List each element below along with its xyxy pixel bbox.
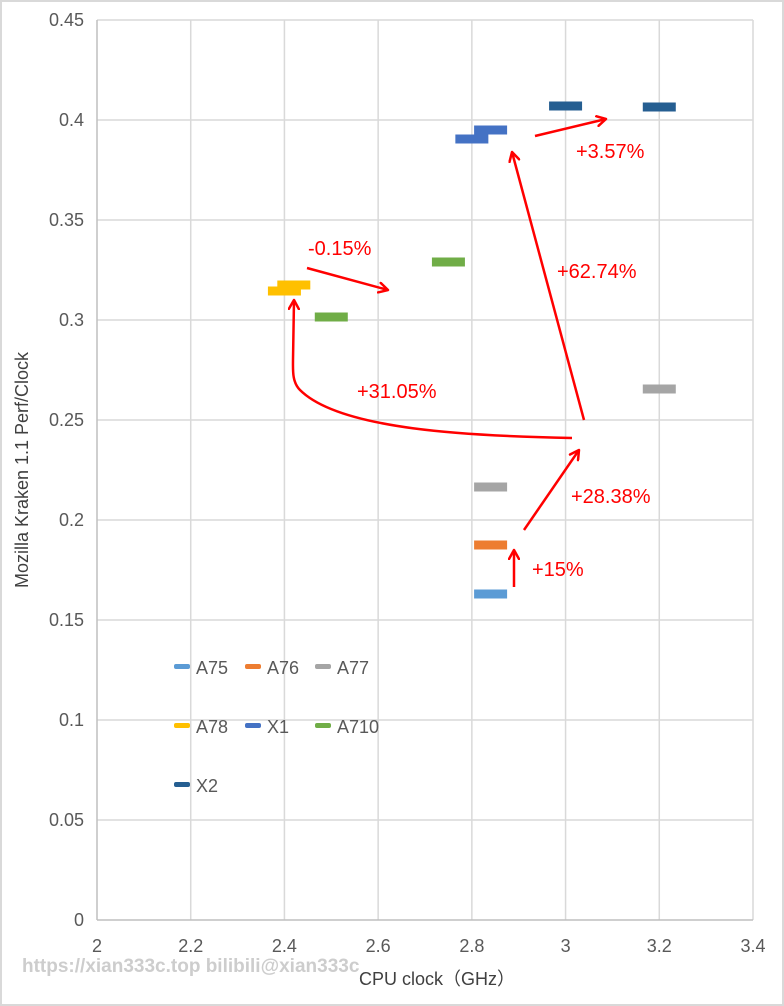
gridlines: [97, 19, 754, 920]
axes: 2 2.2 2.4 2.6 2.8 3 3.2 3.4 0 0.05 0.1 0.15 0.2 0.25 0…: [49, 10, 766, 956]
legend-swatch: [245, 723, 261, 728]
data-point-a76: [474, 540, 508, 550]
data-point-a78: [277, 280, 311, 290]
legend-item-x2: X2: [174, 776, 218, 796]
arrow-a77-a78: [293, 300, 573, 440]
x-tick-label: 2.6: [366, 936, 391, 956]
annotation-arrows: [293, 119, 606, 587]
legend-item-x1: X1: [245, 717, 289, 737]
y-tick-label: 0.1: [59, 710, 84, 730]
annotation-label: +3.57%: [576, 141, 645, 163]
x-tick-label: 2.2: [178, 936, 203, 956]
legend-label: A77: [337, 658, 369, 678]
annotation-label: +28.38%: [571, 486, 651, 508]
data-point-x1: [455, 134, 489, 144]
legend-swatch: [174, 664, 190, 669]
legend-swatch: [315, 664, 331, 669]
data-point-a75: [474, 589, 508, 599]
y-tick-label: 0.3: [59, 310, 84, 330]
data-point-a78: [267, 286, 301, 296]
legend-label: X1: [267, 717, 289, 737]
data-point-a77: [474, 482, 508, 492]
x-tick-label: 2: [92, 936, 102, 956]
legend-item-a78: A78: [174, 717, 228, 737]
x-tick-label: 3.4: [740, 936, 765, 956]
y-tick-label: 0: [74, 910, 84, 930]
legend-label: A75: [196, 658, 228, 678]
legend-label: A710: [337, 717, 379, 737]
data-points: [267, 101, 676, 599]
y-tick-label: 0.25: [49, 410, 84, 430]
annotation-label: +31.05%: [357, 381, 437, 403]
annotation-label: +15%: [532, 559, 584, 581]
y-tick-label: 0.2: [59, 510, 84, 530]
annotation-label: -0.15%: [308, 238, 372, 260]
data-point-x1: [474, 125, 508, 135]
legend-item-a77: A77: [315, 658, 369, 678]
legend-label: A76: [267, 658, 299, 678]
arrow-a77-x1: [512, 152, 586, 421]
data-point-a710: [314, 312, 348, 322]
legend-item-a75: A75: [174, 658, 228, 678]
y-tick-label: 0.45: [49, 10, 84, 30]
data-point-a710: [431, 257, 465, 267]
annotations: +15% +28.38% +31.05% +62.74% -0.15% +3.5…: [308, 141, 651, 581]
legend-swatch: [245, 664, 261, 669]
x-tick-label: 2.4: [272, 936, 297, 956]
y-axis-title: Mozilla Kraken 1.1 Perf/Clock: [12, 351, 32, 588]
y-tick-label: 0.35: [49, 210, 84, 230]
x-tick-label: 3: [561, 936, 571, 956]
data-point-a77: [642, 384, 676, 394]
watermark: https://xian333c.top bilibili@xian333c: [22, 956, 360, 977]
legend-item-a710: A710: [315, 717, 379, 737]
y-tick-label: 0.4: [59, 110, 84, 130]
legend: A75 A76 A77 A78 X1 A710 X2: [174, 658, 379, 796]
arrow-a78-a710: [306, 266, 388, 290]
legend-item-a76: A76: [245, 658, 299, 678]
arrow-a76-a77: [522, 450, 579, 531]
x-axis-title: CPU clock（GHz）: [359, 969, 515, 989]
legend-label: A78: [196, 717, 228, 737]
x-tick-label: 3.2: [647, 936, 672, 956]
legend-swatch: [174, 782, 190, 787]
data-point-x2: [549, 101, 583, 111]
data-point-x2: [642, 102, 676, 112]
legend-label: X2: [196, 776, 218, 796]
legend-swatch: [174, 723, 190, 728]
legend-swatch: [315, 723, 331, 728]
annotation-label: +62.74%: [557, 261, 637, 283]
y-tick-label: 0.15: [49, 610, 84, 630]
arrow-x1-x2: [534, 119, 606, 138]
y-tick-label: 0.05: [49, 810, 84, 830]
x-tick-label: 2.8: [459, 936, 484, 956]
